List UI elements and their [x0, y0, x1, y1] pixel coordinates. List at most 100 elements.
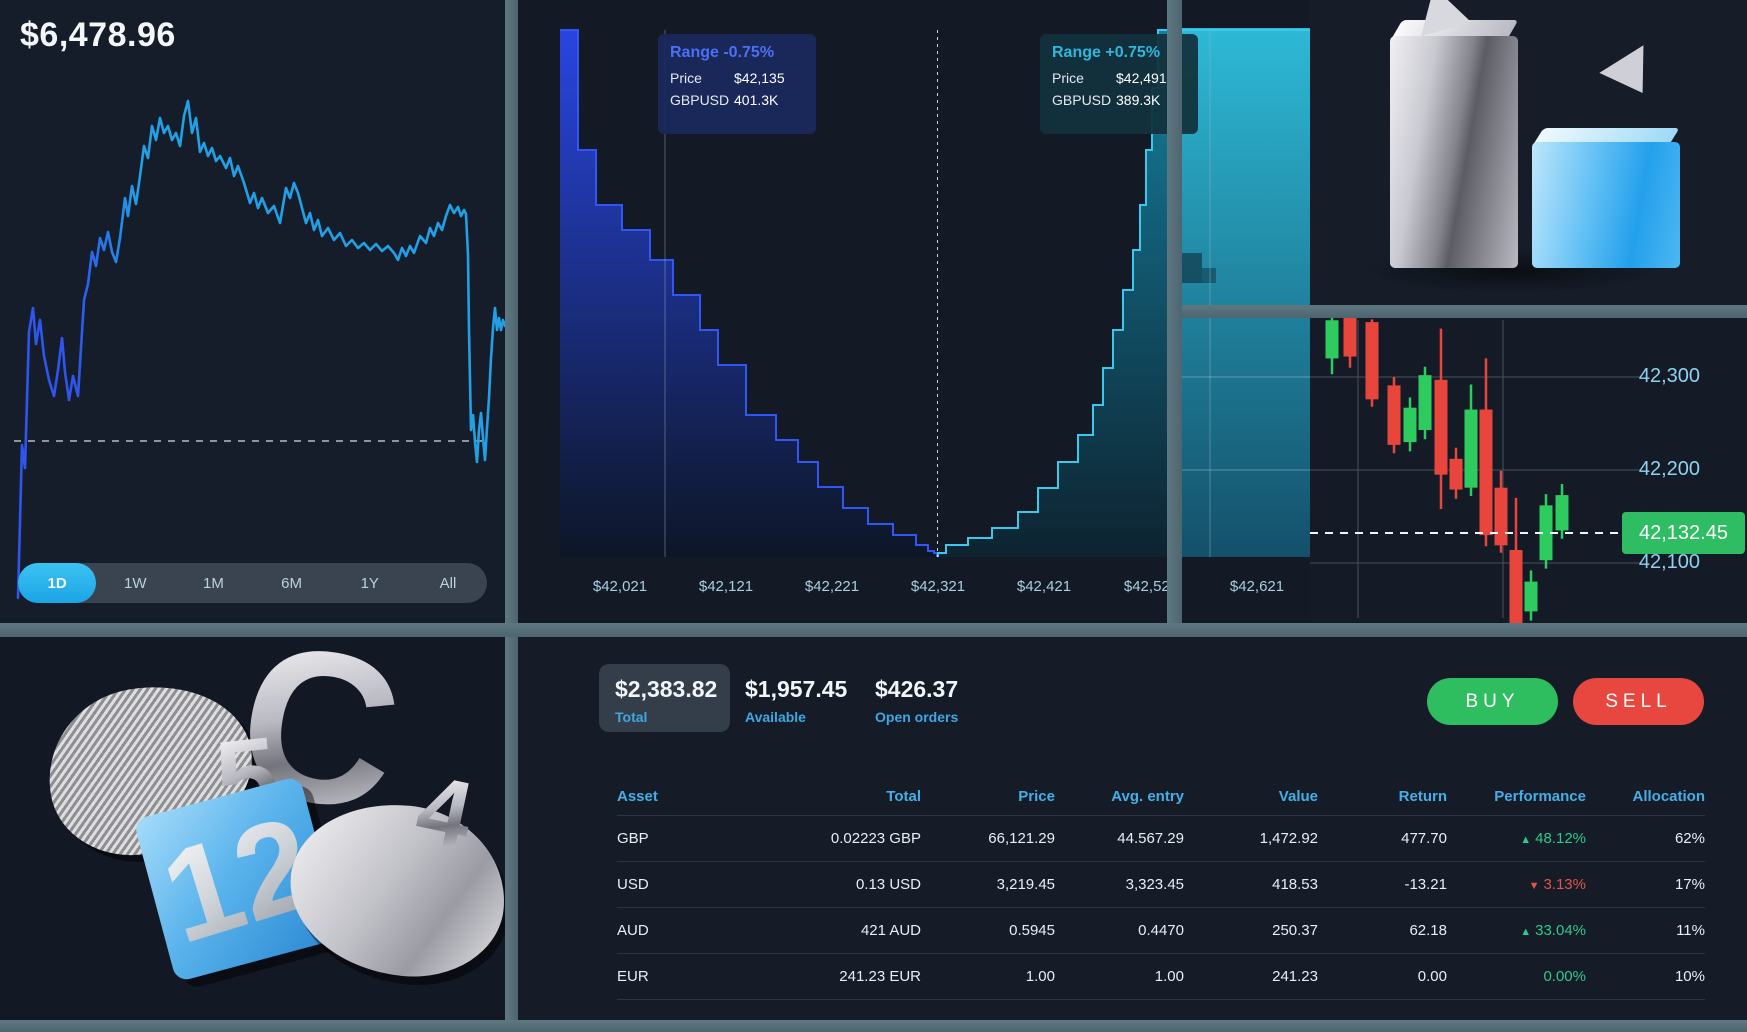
range-pill-1y[interactable]: 1Y — [360, 574, 379, 592]
stat-available: $1,957.45 Available — [745, 676, 848, 725]
column-header-return: Return — [1398, 787, 1447, 805]
cell-total: 421 AUD — [860, 922, 921, 939]
cell-value: 250.37 — [1272, 922, 1318, 939]
cell-value: 418.53 — [1272, 876, 1318, 893]
candle-body — [1387, 385, 1401, 445]
cell-value: 1,472.92 — [1259, 830, 1318, 847]
candle-body — [1343, 318, 1357, 357]
cell-price: 66,121.29 — [988, 830, 1055, 847]
asset-row-usd[interactable]: USD 0.13 USD 3,219.45 3,323.45 418.53 -13.21 ▼… — [617, 861, 1705, 907]
cell-asset: EUR — [617, 968, 649, 985]
cell-asset: USD — [617, 876, 649, 893]
price-axis-label: 42,200 — [1638, 458, 1700, 480]
arrow-prism-icon — [1599, 45, 1665, 107]
account-panel: $2,383.82 Total $1,957.45 Available $426… — [518, 637, 1747, 1020]
cell-price: 1.00 — [1025, 968, 1055, 985]
column-header-asset: Asset — [617, 787, 658, 805]
price-axis-label: 42,300 — [1638, 365, 1700, 387]
last-price-badge: 42,132.45 — [1622, 512, 1745, 554]
candle-body — [1403, 407, 1417, 443]
range-pill-1m[interactable]: 1M — [203, 574, 224, 592]
candle-body — [1418, 375, 1432, 431]
asset-row-gbp[interactable]: GBP 0.02223 GBP 66,121.29 44.567.29 1,472.92… — [617, 815, 1705, 861]
horizontal-divider — [0, 623, 1747, 637]
horizontal-divider — [1182, 305, 1747, 318]
cell-avg_entry: 1.00 — [1154, 968, 1184, 985]
cell-total: 0.02223 GBP — [830, 830, 921, 847]
ask-range-title: Range +0.75% — [1052, 44, 1161, 61]
candlestick-chart[interactable] — [1310, 318, 1747, 623]
candle-body — [1524, 581, 1538, 612]
depth-x-tick: $42,521 — [1123, 578, 1179, 595]
cell-avg_entry: 0.4470 — [1138, 922, 1184, 939]
vertical-divider — [505, 0, 518, 1020]
candle-body — [1365, 322, 1379, 400]
stat-total: $2,383.82 Total — [599, 664, 730, 732]
asset-row-aud[interactable]: AUD 421 AUD 0.5945 0.4470 250.37 62.18 ▲ 33.04%… — [617, 907, 1705, 953]
cell-return: 62.18 — [1409, 922, 1447, 939]
depth-x-tick: $42,121 — [698, 578, 754, 595]
depth-x-tick: $42,321 — [910, 578, 966, 595]
cell-allocation: 10% — [1674, 968, 1705, 985]
cell-price: 0.5945 — [1009, 922, 1055, 939]
bid-range-title: Range -0.75% — [670, 44, 775, 61]
asset-row-eur[interactable]: EUR 241.23 EUR 1.00 1.00 241.23 0.00 0.00% 10% — [617, 953, 1705, 1000]
column-header-avg-entry: Avg. entry — [1111, 787, 1184, 805]
cell-allocation: 17% — [1674, 876, 1705, 893]
range-pill-6m[interactable]: 6M — [281, 574, 303, 592]
range-pill-all[interactable]: All — [439, 574, 457, 592]
column-header-price: Price — [1018, 787, 1055, 805]
bottom-edge-strip — [0, 1020, 1747, 1032]
portfolio-line-chart — [14, 99, 505, 600]
stat-open-orders: $426.37 Open orders — [875, 676, 959, 725]
portfolio-balance: $6,478.96 — [20, 16, 176, 54]
depth-x-tick: $42,421 — [1016, 578, 1072, 595]
candle-body — [1325, 320, 1339, 359]
bid-depth-area — [560, 30, 937, 557]
candlestick-panel: 42,300 42,200 42,100 42,132.45 — [1310, 318, 1747, 623]
cell-avg_entry: 3,323.45 — [1125, 876, 1184, 893]
cell-allocation: 62% — [1674, 830, 1705, 847]
column-header-total: Total — [886, 787, 921, 805]
arrow-up-icon: ▲ — [1520, 834, 1532, 846]
cell-performance: 0.00% — [1543, 968, 1586, 985]
cell-allocation: 11% — [1676, 922, 1705, 939]
numbers-illustration-panel: C 5 12 4 — [0, 637, 505, 1020]
candle-body — [1509, 549, 1523, 623]
range-pill-1d[interactable]: 1D — [18, 563, 97, 603]
depth-x-tick: $42,621 — [1229, 578, 1285, 595]
cell-performance: ▲ 48.12% — [1520, 830, 1586, 847]
candle-body — [1449, 458, 1463, 490]
candle-body — [1539, 505, 1553, 561]
range-pill-1w[interactable]: 1W — [124, 574, 147, 592]
candle-body — [1555, 495, 1569, 531]
sell-button[interactable]: SELL — [1573, 678, 1704, 725]
metal-box-icon — [1390, 36, 1518, 268]
depth-x-tick: $42,221 — [804, 578, 860, 595]
depth-chart[interactable] — [518, 0, 1310, 623]
cell-avg_entry: 44.567.29 — [1117, 830, 1184, 847]
cell-total: 241.23 EUR — [839, 968, 921, 985]
cell-return: 0.00 — [1417, 968, 1447, 985]
cell-performance: ▼ 3.13% — [1528, 876, 1586, 893]
depth-x-tick: $42,021 — [592, 578, 648, 595]
column-header-allocation: Allocation — [1632, 787, 1705, 805]
candle-body — [1464, 409, 1478, 488]
ask-depth-far-bar — [1182, 28, 1310, 557]
column-header-performance: Performance — [1494, 787, 1586, 805]
buy-button[interactable]: BUY — [1427, 678, 1558, 725]
cell-performance: ▲ 33.04% — [1520, 922, 1586, 939]
cell-return: 477.70 — [1401, 830, 1447, 847]
bid-range-tooltip: Range -0.75% Price $42,135 GBPUSD 401.3K — [658, 34, 816, 134]
table-header-row: Asset Total Price Avg. entry Value Return Perf… — [617, 777, 1705, 815]
cell-asset: GBP — [617, 830, 649, 847]
price-axis-label: 42,100 — [1638, 551, 1700, 573]
cell-value: 241.23 — [1272, 968, 1318, 985]
cell-asset: AUD — [617, 922, 649, 939]
cell-return: -13.21 — [1404, 876, 1447, 893]
boxes-illustration-panel — [1310, 0, 1747, 305]
vertical-divider — [1167, 0, 1182, 623]
glass-box-icon — [1532, 142, 1680, 268]
column-header-value: Value — [1278, 787, 1318, 805]
